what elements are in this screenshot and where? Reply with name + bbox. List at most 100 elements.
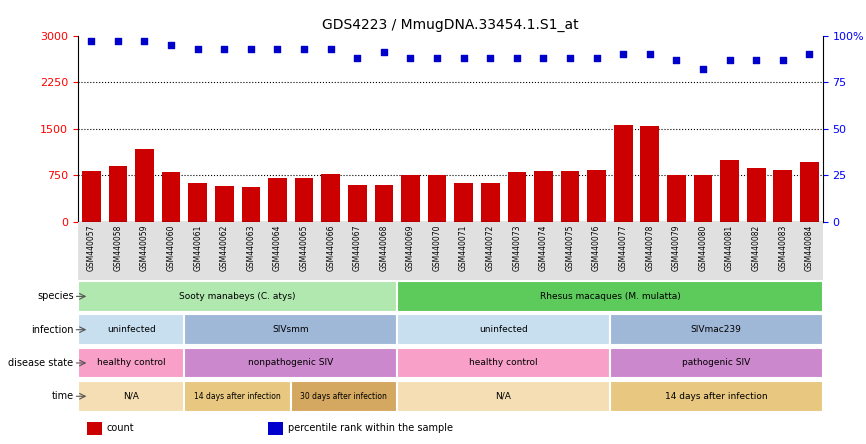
Text: GSM440064: GSM440064 <box>273 225 282 271</box>
Point <box>722 56 736 63</box>
Bar <box>481 183 500 222</box>
Bar <box>184 381 291 412</box>
Text: Sooty manabeys (C. atys): Sooty manabeys (C. atys) <box>179 292 296 301</box>
Point <box>776 56 790 63</box>
Text: SIVsmm: SIVsmm <box>273 325 309 334</box>
Bar <box>560 171 579 222</box>
Point <box>138 38 152 45</box>
Text: count: count <box>107 424 134 433</box>
Text: GSM440067: GSM440067 <box>352 225 362 271</box>
Text: GSM440083: GSM440083 <box>779 225 787 271</box>
Bar <box>507 172 527 222</box>
Text: GSM440080: GSM440080 <box>699 225 708 271</box>
Bar <box>184 314 397 345</box>
Text: 14 days after infection: 14 days after infection <box>194 392 281 401</box>
Bar <box>291 381 397 412</box>
Point <box>350 54 364 61</box>
Point <box>456 54 470 61</box>
Point <box>297 45 311 52</box>
Bar <box>746 168 766 222</box>
Text: SIVmac239: SIVmac239 <box>691 325 742 334</box>
Bar <box>135 149 154 222</box>
Point <box>244 45 258 52</box>
Point <box>377 49 391 56</box>
Text: GSM440079: GSM440079 <box>672 225 681 271</box>
Text: GSM440081: GSM440081 <box>725 225 734 271</box>
Bar <box>242 187 260 222</box>
Bar <box>348 185 366 222</box>
Text: GSM440066: GSM440066 <box>326 225 335 271</box>
Point <box>324 45 338 52</box>
Bar <box>82 171 100 222</box>
Bar <box>455 183 473 222</box>
Bar <box>610 381 823 412</box>
Bar <box>108 166 127 222</box>
Text: GSM440061: GSM440061 <box>193 225 202 271</box>
Point <box>510 54 524 61</box>
Bar <box>694 175 713 222</box>
Bar <box>428 175 446 222</box>
Point <box>404 54 417 61</box>
Bar <box>534 171 553 222</box>
Bar <box>587 170 606 222</box>
Text: GSM440070: GSM440070 <box>432 225 442 271</box>
Text: GSM440068: GSM440068 <box>379 225 388 271</box>
Text: GSM440057: GSM440057 <box>87 225 96 271</box>
Text: healthy control: healthy control <box>97 358 165 368</box>
Bar <box>667 175 686 222</box>
Bar <box>610 348 823 378</box>
Text: GSM440071: GSM440071 <box>459 225 469 271</box>
Point <box>643 51 656 58</box>
Text: GSM440073: GSM440073 <box>513 225 521 271</box>
Bar <box>78 381 184 412</box>
Bar <box>321 174 340 222</box>
Point <box>696 66 710 73</box>
Text: 14 days after infection: 14 days after infection <box>665 392 767 401</box>
Text: 30 days after infection: 30 days after infection <box>301 392 387 401</box>
Point <box>111 38 125 45</box>
Text: GSM440058: GSM440058 <box>113 225 122 271</box>
Text: GSM440063: GSM440063 <box>246 225 255 271</box>
Bar <box>397 381 610 412</box>
Point <box>270 45 284 52</box>
Text: uninfected: uninfected <box>107 325 156 334</box>
Text: GSM440069: GSM440069 <box>406 225 415 271</box>
Text: pathogenic SIV: pathogenic SIV <box>682 358 751 368</box>
Text: disease state: disease state <box>9 358 74 368</box>
Text: GSM440062: GSM440062 <box>220 225 229 271</box>
Bar <box>268 422 282 435</box>
Text: uninfected: uninfected <box>479 325 528 334</box>
Bar <box>268 178 287 222</box>
Bar <box>184 348 397 378</box>
Point <box>536 54 551 61</box>
Bar <box>397 348 610 378</box>
Bar <box>188 183 207 222</box>
Point <box>590 54 604 61</box>
Text: GSM440084: GSM440084 <box>805 225 814 271</box>
Bar <box>721 160 739 222</box>
Bar <box>614 125 632 222</box>
Bar <box>641 126 659 222</box>
Point <box>164 41 178 48</box>
Text: time: time <box>51 391 74 401</box>
Point <box>563 54 577 61</box>
Text: GSM440075: GSM440075 <box>565 225 574 271</box>
Point <box>430 54 444 61</box>
Point <box>803 51 817 58</box>
Bar <box>294 178 313 222</box>
Text: N/A: N/A <box>495 392 512 401</box>
Text: GSM440074: GSM440074 <box>539 225 548 271</box>
Text: GSM440078: GSM440078 <box>645 225 655 271</box>
Text: GSM440082: GSM440082 <box>752 225 760 271</box>
Text: GSM440072: GSM440072 <box>486 225 494 271</box>
Bar <box>78 314 184 345</box>
Title: GDS4223 / MmugDNA.33454.1.S1_at: GDS4223 / MmugDNA.33454.1.S1_at <box>322 18 578 32</box>
Bar <box>397 314 610 345</box>
Text: species: species <box>37 291 74 301</box>
Text: GSM440077: GSM440077 <box>618 225 628 271</box>
Bar <box>374 185 393 222</box>
Text: infection: infection <box>31 325 74 335</box>
Text: GSM440065: GSM440065 <box>300 225 308 271</box>
Point <box>191 45 204 52</box>
Text: GSM440076: GSM440076 <box>592 225 601 271</box>
